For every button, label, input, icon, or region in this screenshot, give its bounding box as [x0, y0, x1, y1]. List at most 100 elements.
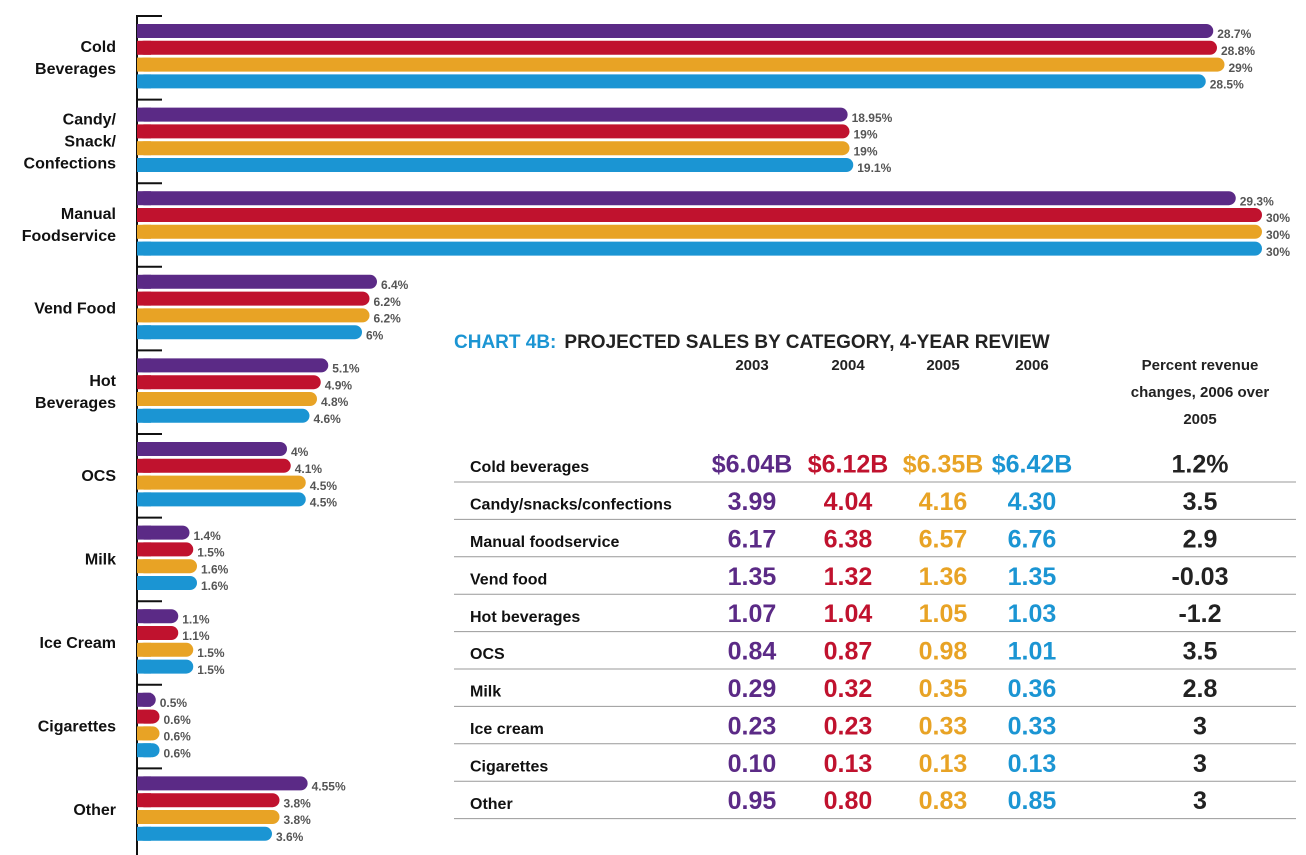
bar-start	[137, 559, 151, 574]
bar	[137, 57, 1225, 72]
bar-start	[137, 408, 151, 423]
cell: 1.01	[1008, 638, 1057, 666]
bar-start	[137, 358, 151, 373]
bar	[137, 492, 306, 507]
cell: 6.38	[824, 525, 873, 553]
value-label: 4.8%	[321, 395, 349, 409]
bar	[137, 124, 850, 139]
value-label: 19%	[854, 128, 878, 142]
cell: 2.9	[1183, 525, 1218, 553]
value-label: 0.6%	[164, 730, 192, 744]
text-line: 2006	[1015, 357, 1048, 374]
cell: 3.5	[1183, 638, 1218, 666]
row-label: Cold beverages	[470, 459, 589, 476]
text-line: Candy/	[63, 112, 117, 129]
cell: 0.13	[1008, 750, 1057, 778]
bar-start	[137, 291, 151, 306]
category-label: Other	[73, 802, 116, 819]
value-label: 6.2%	[374, 295, 402, 309]
value-label: 1.4%	[194, 529, 222, 543]
cell: 0.29	[728, 675, 777, 703]
cell: 0.23	[728, 712, 777, 740]
cell: -1.2	[1178, 600, 1221, 628]
text-line: Confections	[24, 156, 117, 173]
cell: 2.8	[1183, 675, 1218, 703]
bar-start	[137, 325, 151, 340]
row-label: Hot beverages	[470, 609, 580, 626]
bar	[137, 291, 370, 306]
value-label: 1.6%	[201, 579, 229, 593]
value-label: 4.5%	[310, 479, 338, 493]
value-label: 4.6%	[314, 412, 342, 426]
cell: 3.5	[1183, 488, 1218, 516]
text-line: Beverages	[35, 395, 116, 412]
bar	[137, 158, 854, 172]
category-label: Milk	[85, 552, 116, 569]
value-label: 4.1%	[295, 462, 323, 476]
cell: 0.10	[728, 750, 777, 778]
value-label: 0.6%	[164, 713, 192, 727]
bar-start	[137, 24, 151, 38]
column-header: 2006	[1015, 357, 1048, 374]
cell: 0.23	[824, 712, 873, 740]
bar	[137, 40, 1217, 55]
cell: 3	[1193, 712, 1207, 740]
cell: 1.2%	[1172, 451, 1229, 479]
text-line: Other	[73, 802, 116, 819]
value-label: 4%	[291, 445, 309, 459]
cell: 1.36	[919, 563, 968, 591]
bar-start	[137, 810, 151, 824]
bar-start	[137, 542, 151, 557]
value-label: 29%	[1229, 61, 1253, 75]
bar-start	[137, 525, 151, 540]
category-label: OCS	[81, 468, 116, 485]
category-label: Cigarettes	[38, 719, 116, 736]
bar	[137, 642, 194, 657]
bar	[137, 375, 321, 390]
bar	[137, 826, 272, 841]
bar-start	[137, 74, 151, 89]
bar-start	[137, 442, 151, 456]
cell: 0.98	[919, 638, 968, 666]
text-line: Manual	[61, 206, 116, 223]
value-label: 28.8%	[1221, 44, 1255, 58]
bar-start	[137, 726, 151, 741]
text-line: Percent revenue	[1142, 357, 1259, 374]
cell: 1.35	[728, 563, 777, 591]
bar	[137, 274, 377, 289]
cell: 6.76	[1008, 525, 1057, 553]
cell: $6.42B	[992, 451, 1073, 479]
row-label: Milk	[470, 684, 501, 701]
cell: $6.12B	[808, 451, 889, 479]
cell: 0.36	[1008, 675, 1057, 703]
cell: 0.95	[728, 787, 777, 815]
cell: 1.04	[824, 600, 873, 628]
bar	[137, 458, 291, 473]
cell: 3.99	[728, 488, 777, 516]
cell: 6.57	[919, 525, 968, 553]
bar-start	[137, 158, 151, 172]
title-prefix: CHART 4B:	[454, 332, 556, 353]
value-label: 1.1%	[182, 612, 210, 626]
bar	[137, 191, 1236, 206]
bar-start	[137, 743, 151, 758]
bar-start	[137, 57, 151, 72]
bar	[137, 810, 280, 824]
text-line: Foodservice	[22, 228, 116, 245]
bar-start	[137, 392, 151, 406]
value-label: 1.5%	[197, 663, 225, 677]
value-label: 3.6%	[276, 830, 304, 844]
bar-start	[137, 308, 151, 323]
text-line: 2005	[926, 357, 959, 374]
cell: 0.32	[824, 675, 873, 703]
row-label: Vend food	[470, 571, 547, 588]
bar	[137, 325, 362, 340]
bar	[137, 659, 194, 674]
column-header: 2004	[831, 357, 865, 374]
bar	[137, 24, 1214, 38]
value-label: 4.9%	[325, 378, 353, 392]
row-label: Candy/snacks/confections	[470, 497, 672, 514]
bar	[137, 793, 280, 808]
cell: 1.05	[919, 600, 968, 628]
